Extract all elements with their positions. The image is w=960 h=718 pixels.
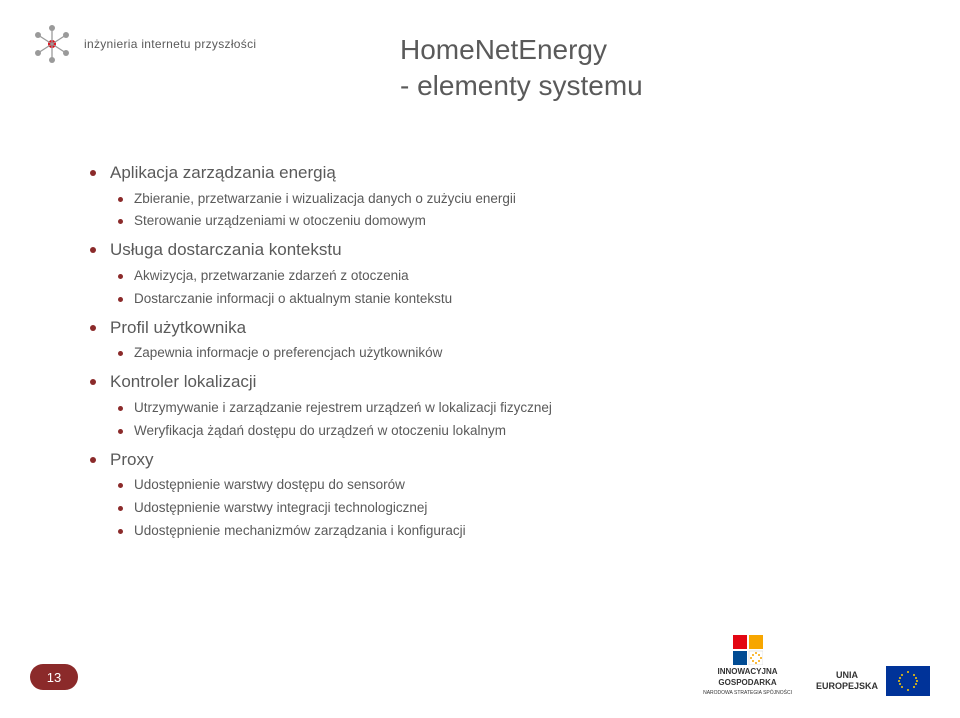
brand-header: inżynieria internetu przyszłości [30, 22, 256, 66]
bullet-l2: Zbieranie, przetwarzanie i wizualizacja … [118, 188, 890, 211]
bullet-l1-text: Aplikacja zarządzania energią [110, 163, 336, 182]
slide-title: HomeNetEnergy - elementy systemu [400, 32, 820, 105]
logo-innowacyjna: INNOWACYJNA GOSPODARKA NARODOWA STRATEGI… [703, 635, 792, 696]
bullet-l1-text: Proxy [110, 450, 153, 469]
content-area: Aplikacja zarządzania energią Zbieranie,… [90, 160, 890, 547]
eu-flag-icon [886, 666, 930, 696]
ig-label-sub: NARODOWA STRATEGIA SPÓJNOŚCI [703, 690, 792, 696]
eu-label-bot: EUROPEJSKA [816, 681, 878, 692]
logo-eu: UNIA EUROPEJSKA [816, 666, 930, 696]
bullet-l2: Udostępnienie warstwy integracji technol… [118, 497, 890, 520]
bullet-l1-text: Kontroler lokalizacji [110, 372, 256, 391]
bullet-l2: Udostępnienie warstwy dostępu do sensoró… [118, 474, 890, 497]
eu-label-top: UNIA [816, 670, 878, 681]
bullet-l1: Profil użytkownika Zapewnia informacje o… [90, 315, 890, 365]
brand-logo-icon [30, 22, 74, 66]
bullet-l1: Proxy Udostępnienie warstwy dostępu do s… [90, 447, 890, 543]
ig-logo-icon [733, 635, 763, 665]
page-number: 13 [47, 670, 61, 685]
bullet-l2: Akwizycja, przetwarzanie zdarzeń z otocz… [118, 265, 890, 288]
bullet-l2: Zapewnia informacje o preferencjach użyt… [118, 342, 890, 365]
bullet-l1: Kontroler lokalizacji Utrzymywanie i zar… [90, 369, 890, 442]
brand-tagline: inżynieria internetu przyszłości [84, 37, 256, 51]
bullet-l2: Utrzymywanie i zarządzanie rejestrem urz… [118, 397, 890, 420]
bullet-l1: Aplikacja zarządzania energią Zbieranie,… [90, 160, 890, 233]
bullet-l2: Dostarczanie informacji o aktualnym stan… [118, 288, 890, 311]
bullet-l1-text: Usługa dostarczania kontekstu [110, 240, 342, 259]
title-line-2: - elementy systemu [400, 68, 820, 104]
bullet-l1: Usługa dostarczania kontekstu Akwizycja,… [90, 237, 890, 310]
bullet-l2: Udostępnienie mechanizmów zarządzania i … [118, 520, 890, 543]
bullet-l2: Sterowanie urządzeniami w otoczeniu domo… [118, 210, 890, 233]
ig-label-mid: GOSPODARKA [718, 678, 776, 688]
bullet-l2: Weryfikacja żądań dostępu do urządzeń w … [118, 420, 890, 443]
title-line-1: HomeNetEnergy [400, 32, 820, 68]
page-number-badge: 13 [30, 664, 78, 690]
bullet-l1-text: Profil użytkownika [110, 318, 246, 337]
ig-label-top: INNOWACYJNA [718, 667, 778, 677]
footer-logos: INNOWACYJNA GOSPODARKA NARODOWA STRATEGI… [703, 635, 930, 696]
bullet-list: Aplikacja zarządzania energią Zbieranie,… [90, 160, 890, 543]
